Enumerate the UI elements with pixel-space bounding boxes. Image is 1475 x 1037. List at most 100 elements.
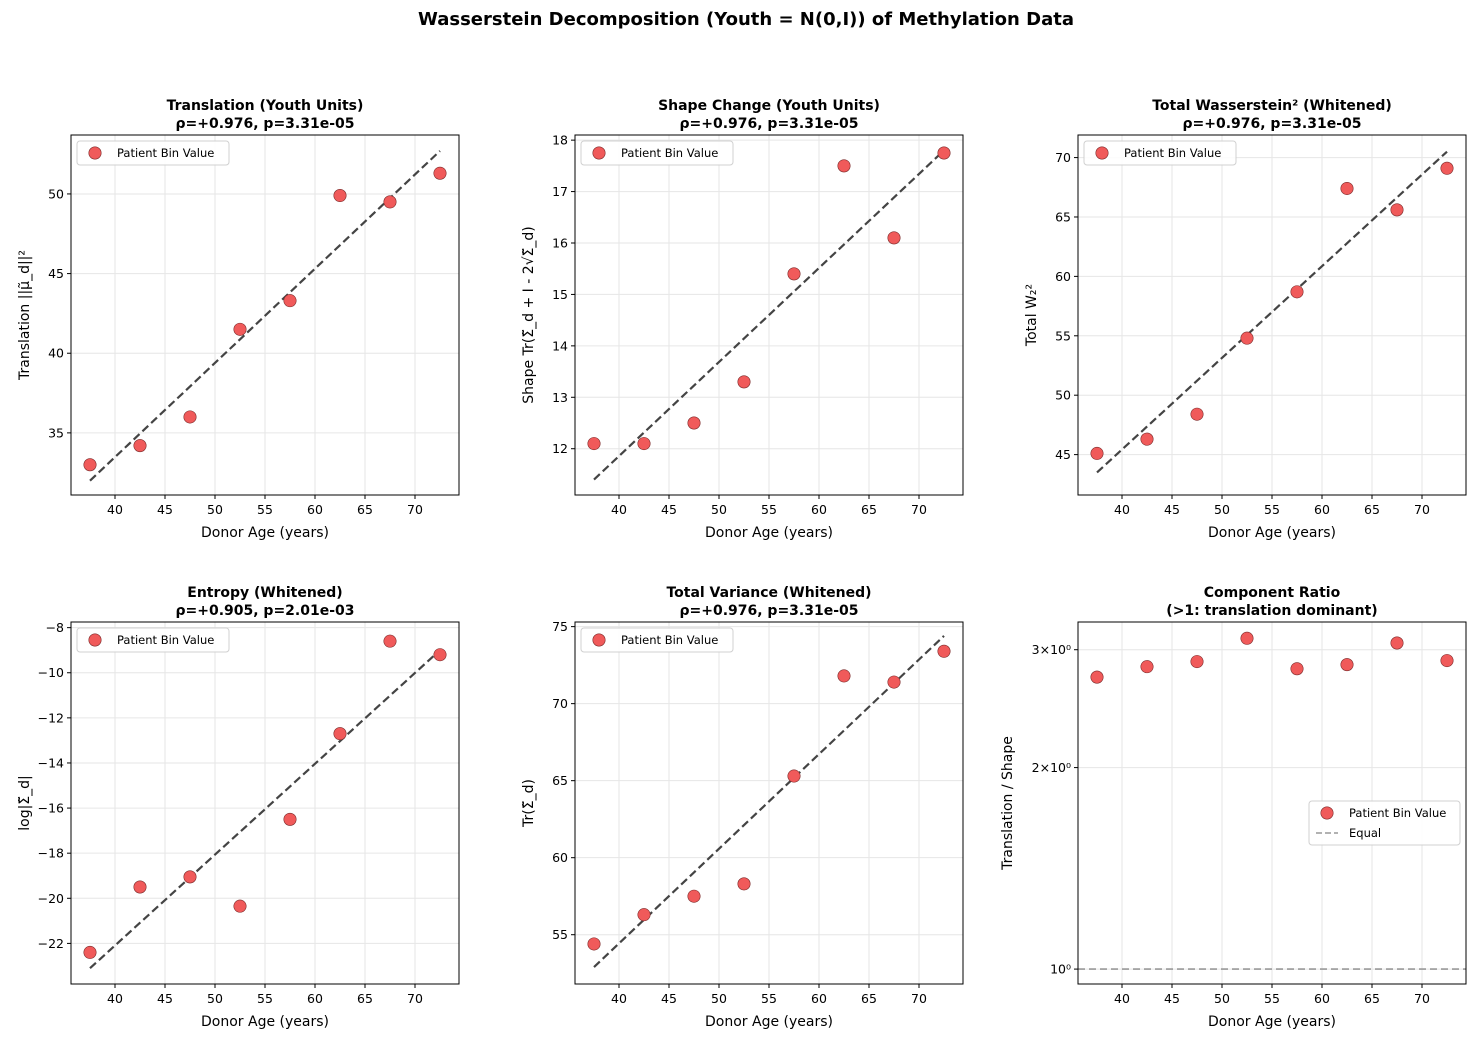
y-axis-label: Tr(Σ̃_d) (521, 779, 537, 828)
data-point (637, 908, 651, 922)
x-tick-label: 70 (911, 502, 927, 517)
x-tick-label: 45 (661, 991, 677, 1006)
data-point (687, 889, 701, 903)
y-tick-label: 70 (1055, 150, 1071, 165)
x-axis-label: Donor Age (years) (1208, 525, 1336, 541)
legend-box (76, 140, 230, 166)
y-axis-label: Translation / Shape (1000, 736, 1016, 871)
x-tick-label: 40 (107, 502, 123, 517)
panel-title: Component Ratio (1204, 585, 1341, 601)
x-tick-label: 40 (107, 991, 123, 1006)
panel-subtitle: ρ=+0.976, p=3.31e-05 (679, 116, 858, 132)
data-point (587, 437, 601, 451)
panel-subtitle: ρ=+0.976, p=3.31e-05 (679, 603, 858, 619)
panel-4: 40 45 50 55 60 65 70 −22 −20 −18 −16 −14 −12 −10 −8 Ent… (17, 585, 460, 1030)
x-tick-label: 65 (861, 502, 877, 517)
y-tick-label: 17 (552, 184, 568, 199)
x-tick-label: 55 (257, 502, 273, 517)
data-point (233, 322, 247, 336)
data-point (887, 231, 901, 245)
x-tick-label: 65 (1364, 502, 1380, 517)
y-tick-label: 65 (552, 773, 568, 788)
y-tick-label: −8 (46, 620, 64, 635)
legend-marker (592, 146, 606, 160)
x-tick-label: 70 (1414, 991, 1430, 1006)
figure-title: Wasserstein Decomposition (Youth = N(0,I… (418, 9, 1074, 30)
x-tick-label: 70 (911, 991, 927, 1006)
legend: Patient Bin Value (76, 627, 230, 653)
legend-label: Patient Bin Value (1124, 146, 1221, 160)
panel-3: 40 45 50 55 60 65 70 45 50 55 60 65 70 Total Wasserst… (1024, 98, 1467, 541)
x-tick-label: 70 (407, 502, 423, 517)
x-tick-label: 55 (1264, 991, 1280, 1006)
y-tick-label: 12 (552, 441, 568, 456)
x-tick-label: 50 (207, 991, 223, 1006)
y-tick-label: 10⁰ (1050, 962, 1071, 977)
data-point (433, 648, 447, 662)
x-tick-label: 60 (811, 991, 827, 1006)
legend-label: Patient Bin Value (117, 146, 214, 160)
panel-5: 40 45 50 55 60 65 70 55 60 65 70 75 Total Variance (… (521, 585, 964, 1030)
panel-subtitle: ρ=+0.976, p=3.31e-05 (1182, 116, 1361, 132)
y-tick-label: −20 (38, 891, 64, 906)
legend-label: Patient Bin Value (621, 146, 718, 160)
x-tick-label: 70 (407, 991, 423, 1006)
x-tick-label: 65 (861, 991, 877, 1006)
x-tick-label: 55 (761, 502, 777, 517)
x-tick-label: 45 (157, 991, 173, 1006)
panel-title: Shape Change (Youth Units) (658, 98, 880, 114)
x-tick-label: 40 (1114, 991, 1130, 1006)
y-tick-label: 50 (48, 186, 64, 201)
x-axis-label: Donor Age (years) (1208, 1014, 1336, 1030)
x-tick-label: 45 (157, 502, 173, 517)
panel-subtitle: ρ=+0.976, p=3.31e-05 (175, 116, 354, 132)
data-point (637, 437, 651, 451)
data-point (83, 458, 97, 472)
data-point (283, 294, 297, 308)
data-point (1290, 285, 1304, 299)
x-axis-label: Donor Age (years) (201, 1014, 329, 1030)
panel-6: 40 45 50 55 60 65 70 10⁰ 2×10⁰ 3×10⁰ Component Rat… (1000, 585, 1467, 1030)
y-tick-label: 60 (1055, 269, 1071, 284)
y-axis-label: Translation ||μ̃_d||² (17, 250, 33, 381)
y-tick-label: 14 (552, 338, 568, 353)
data-point (283, 812, 297, 826)
data-point (587, 937, 601, 951)
data-point (1140, 660, 1154, 674)
data-point (737, 877, 751, 891)
data-point (1240, 331, 1254, 345)
panel-subtitle: ρ=+0.905, p=2.01e-03 (175, 603, 354, 619)
x-tick-label: 50 (1214, 991, 1230, 1006)
data-point (433, 166, 447, 180)
panel-title: Translation (Youth Units) (167, 98, 364, 114)
trend-fit-line (89, 150, 441, 482)
y-tick-label: 35 (48, 425, 64, 440)
data-point (1090, 446, 1104, 460)
data-point (383, 195, 397, 209)
x-tick-label: 60 (307, 991, 323, 1006)
data-point (1390, 203, 1404, 217)
data-point (333, 727, 347, 741)
legend-marker (88, 633, 102, 647)
data-point (937, 146, 951, 160)
trend-fit-line (1096, 150, 1448, 474)
data-point (1440, 161, 1454, 175)
data-point (383, 634, 397, 648)
y-tick-label: −14 (38, 755, 64, 770)
data-point (1340, 658, 1354, 672)
legend-marker (1320, 806, 1334, 820)
x-tick-label: 50 (711, 991, 727, 1006)
y-tick-label: 75 (552, 619, 568, 634)
data-point (1340, 181, 1354, 195)
data-point (1140, 432, 1154, 446)
x-tick-label: 45 (1164, 502, 1180, 517)
trend-fit-line (593, 149, 945, 481)
y-tick-label: 40 (48, 346, 64, 361)
data-point (233, 899, 247, 913)
y-tick-label: 15 (552, 287, 568, 302)
legend: Patient Bin Value (1083, 140, 1237, 166)
panel-2: 40 45 50 55 60 65 70 12 13 14 15 16 17 18 Shape Change… (521, 98, 964, 541)
legend: Patient Bin Value Equal (1308, 800, 1461, 846)
legend-label: Equal (1349, 826, 1381, 840)
y-tick-label: −22 (38, 936, 64, 951)
